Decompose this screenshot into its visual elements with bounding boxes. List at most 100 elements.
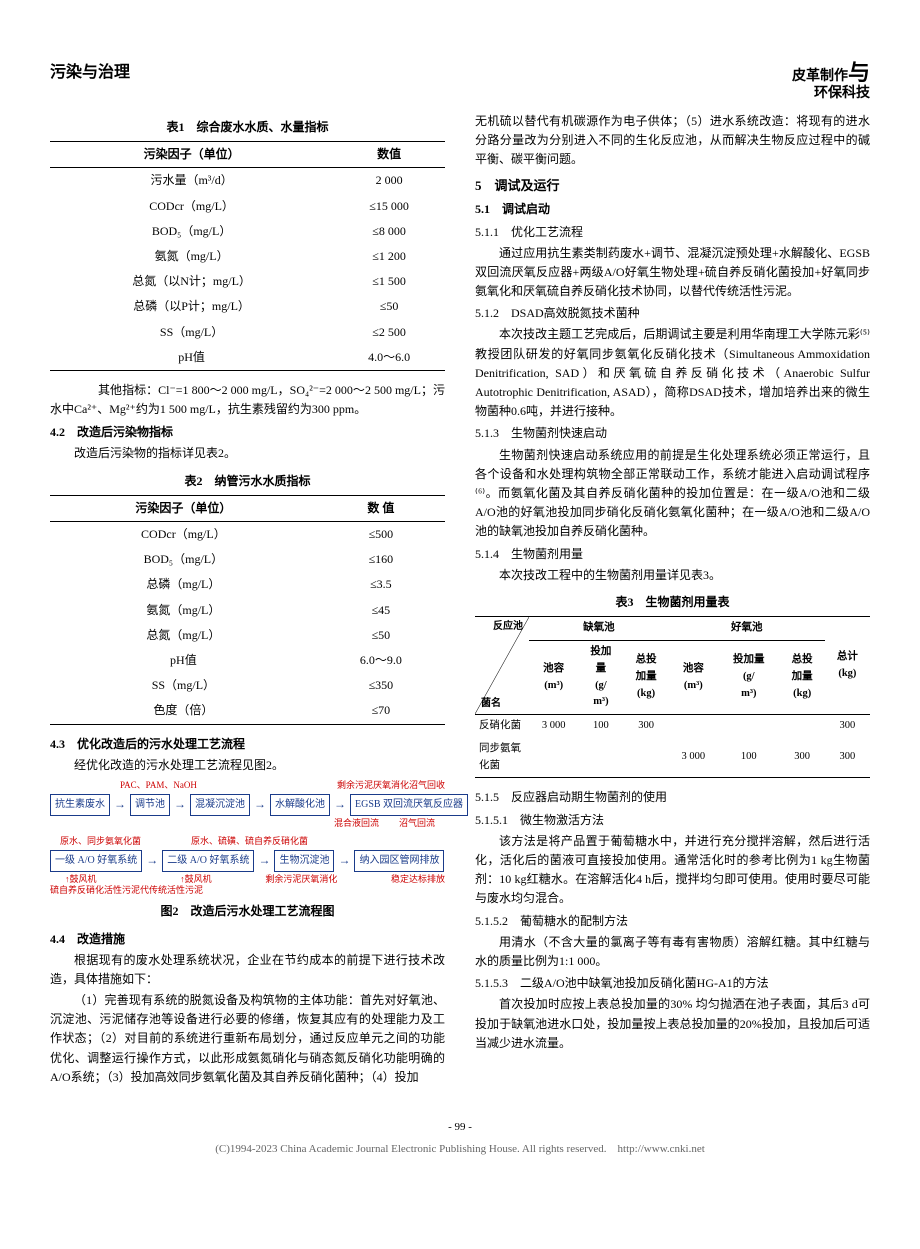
table-cell: 3 000 [529,715,578,738]
table-cell: 300 [780,738,825,778]
copyright-line: (C)1994-2023 China Academic Journal Elec… [50,1141,870,1159]
table-cell: ≤2 500 [333,320,445,345]
table-cell: CODcr（mg/L） [50,522,317,548]
table-cell: ≤15 000 [333,194,445,219]
table-cell: SS（mg/L） [50,673,317,698]
sec-5-1-title: 5.1 调试启动 [475,200,870,219]
table2-col1: 污染因子（单位） [50,495,317,521]
table1-col2: 数值 [333,142,445,168]
sec-4-4-p2: （1）完善现有系统的脱氮设备及构筑物的主体功能：首先对好氧池、沉淀池、污泥储存池… [50,991,445,1087]
table-cell: 总磷（以P计；mg/L） [50,294,333,319]
figure-2-caption: 图2 改造后污水处理工艺流程图 [50,902,445,921]
flow-node: 抗生素废水 [50,794,110,816]
table-cell: ≤500 [317,522,445,548]
table-cell: ≤8 000 [333,219,445,244]
table-cell: ≤1 500 [333,269,445,294]
sec-5-1-1-title: 5.1.1 优化工艺流程 [475,223,870,242]
table-cell: ≤160 [317,547,445,572]
arrow-icon: → [252,795,268,814]
arrow-icon: → [256,851,272,870]
table-cell: ≤1 200 [333,244,445,269]
table-cell: 300 [825,715,870,738]
flow-row-1: 抗生素废水 → 调节池 → 混凝沉淀池 → 水解酸化池 → EGSB 双回流厌氧… [50,794,445,816]
right-column: 无机硫以替代有机碳源作为电子供体；（5）进水系统改造：将现有的进水分路分量改为分… [475,110,870,1089]
right-first-para: 无机硫以替代有机碳源作为电子供体；（5）进水系统改造：将现有的进水分路分量改为分… [475,112,870,170]
header-right: 皮革制作与 环保科技 [792,60,870,103]
table-cell: ≤50 [317,623,445,648]
table2-title: 表2 纳管污水水质指标 [50,472,445,491]
table-cell: 300 [624,715,669,738]
arrow-icon: → [144,851,160,870]
sec-5-1-4-title: 5.1.4 生物菌剂用量 [475,545,870,564]
flow-node: EGSB 双回流厌氧反应器 [350,794,468,816]
arrow-icon: → [336,851,352,870]
table-cell [578,738,623,778]
table-col: 投加 量 (g/ m³) [578,640,623,714]
table-cell: 6.0～9.0 [317,648,445,673]
sec-5-1-3-title: 5.1.3 生物菌剂快速启动 [475,424,870,443]
flow-node: 混凝沉淀池 [190,794,250,816]
table-cell [669,715,718,738]
table-cell: 100 [718,738,780,778]
table-cell [529,738,578,778]
table-cell [780,715,825,738]
sec-5-1-5-3-title: 5.1.5.3 二级A/O池中缺氧池投加反硝化菌HG-A1的方法 [475,974,870,993]
table3: 反应池 菌名 缺氧池 好氧池 总计 (kg) 池容 (m³)投加 量 (g/ m… [475,616,870,778]
sec-5-1-5-title: 5.1.5 反应器启动期生物菌剂的使用 [475,788,870,807]
table-cell: 总氮（mg/L） [50,623,317,648]
sec-4-2-body: 改造后污染物的指标详见表2。 [50,444,445,463]
flow-node: 纳入园区管网排放 [354,850,444,872]
arrow-icon: → [112,795,128,814]
sec-5-1-5-1-body: 该方法是将产品置于葡萄糖水中，并进行充分搅拌溶解，然后进行活化，活化后的菌液可直… [475,832,870,909]
table-cell: 反硝化菌 [475,715,529,738]
table1-col1: 污染因子（单位） [50,142,333,168]
table-cell: ≤70 [317,698,445,724]
table-cell [624,738,669,778]
table-cell: SS（mg/L） [50,320,333,345]
table-cell: pH值 [50,345,333,371]
table1: 污染因子（单位） 数值 污水量（m³/d）2 000CODcr（mg/L）≤15… [50,141,445,371]
table-col: 总投 加量 (kg) [780,640,825,714]
flow-node: 调节池 [130,794,170,816]
sec-5-1-5-3-body: 首次投加时应按上表总投加量的30% 均匀抛洒在池子表面，其后3 d可投加于缺氧池… [475,995,870,1053]
flow-node: 生物沉淀池 [274,850,334,872]
sec-5-1-5-2-body: 用清水（不含大量的氯离子等有毒有害物质）溶解红糖。其中红糖与水的质量比例为1:1… [475,933,870,971]
sec-4-3-title: 4.3 优化改造后的污水处理工艺流程 [50,735,445,754]
table-cell: 氨氮（mg/L） [50,244,333,269]
table-col: 总投 加量 (kg) [624,640,669,714]
table-cell: pH值 [50,648,317,673]
table-col: 池容 (m³) [529,640,578,714]
flow-node: 二级 A/O 好氧系统 [162,850,254,872]
header-left: 污染与治理 [50,60,130,86]
flow-node: 一级 A/O 好氧系统 [50,850,142,872]
sec-5-1-4-body: 本次技改工程中的生物菌剂用量详见表3。 [475,566,870,585]
table-col: 投加量 (g/ m³) [718,640,780,714]
table-cell: 4.0～6.0 [333,345,445,371]
table-cell: BOD₅（mg/L） [50,219,333,244]
table2: 污染因子（单位） 数 值 CODcr（mg/L）≤500BOD₅（mg/L）≤1… [50,495,445,725]
table-cell: 色度（倍） [50,698,317,724]
sec-5-1-5-2-title: 5.1.5.2 葡萄糖水的配制方法 [475,912,870,931]
sec-5-1-2-body: 本次技改主题工艺完成后，后期调试主要是利用华南理工大学陈元彩⁽⁵⁾教授团队研发的… [475,325,870,421]
flow-node: 水解酸化池 [270,794,330,816]
sec-4-3-body: 经优化改造的污水处理工艺流程见图2。 [50,756,445,775]
flow-row-2: 一级 A/O 好氧系统 → 二级 A/O 好氧系统 → 生物沉淀池 → 纳入园区… [50,850,445,872]
page-number: - 99 - [50,1119,870,1137]
table-cell: 总磷（mg/L） [50,572,317,597]
table-cell: ≤350 [317,673,445,698]
table-cell: 同步氨氧 化菌 [475,738,529,778]
arrow-icon: → [172,795,188,814]
sec-5-1-1-body: 通过应用抗生素类制药废水+调节、混凝沉淀预处理+水解酸化、EGSB双回流厌氧反应… [475,244,870,302]
table-cell: 100 [578,715,623,738]
other-indicators: 其他指标：Cl⁻=1 800～2 000 mg/L，SO₄²⁻=2 000～2 … [50,381,445,419]
table-cell: BOD₅（mg/L） [50,547,317,572]
sec-5-title: 5 调试及运行 [475,176,870,197]
sec-4-4-title: 4.4 改造措施 [50,930,445,949]
table-cell: 3 000 [669,738,718,778]
sec-5-1-5-1-title: 5.1.5.1 微生物激活方法 [475,811,870,830]
table-cell [718,715,780,738]
table-cell: 2 000 [333,168,445,194]
table2-col2: 数 值 [317,495,445,521]
sec-4-2-title: 4.2 改造后污染物指标 [50,423,445,442]
table-cell: 污水量（m³/d） [50,168,333,194]
